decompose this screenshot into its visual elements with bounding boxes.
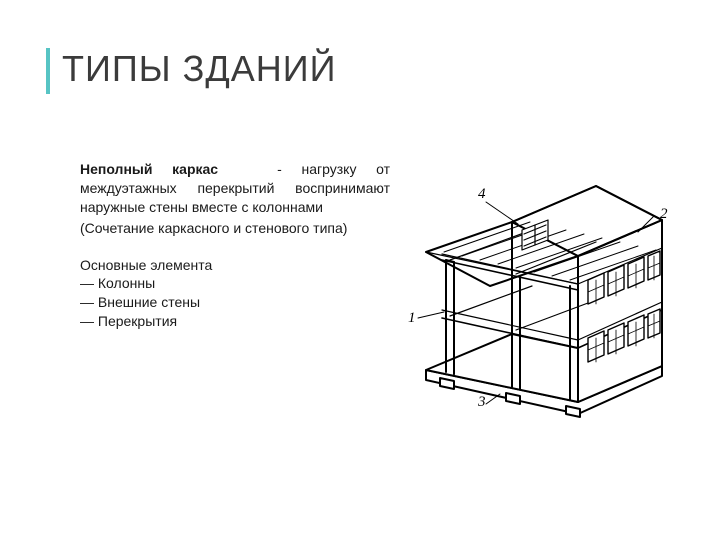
body-text: Неполный каркас - нагрузку от междуэтажн… bbox=[80, 160, 390, 331]
diagram-label: 4 bbox=[478, 186, 486, 202]
slide: ТИПЫ ЗДАНИЙ Неполный каркас - нагрузку о… bbox=[0, 0, 720, 540]
element-item: — Колонны bbox=[80, 274, 390, 293]
building-diagram: 1 2 3 4 bbox=[390, 160, 690, 430]
elements-heading: Основные элемента bbox=[80, 256, 390, 275]
dash: - bbox=[277, 161, 282, 177]
slide-title: ТИПЫ ЗДАНИЙ bbox=[62, 48, 337, 90]
definition-note: (Сочетание каркасного и стенового типа) bbox=[80, 219, 390, 238]
definition-line: Неполный каркас - нагрузку от междуэтажн… bbox=[80, 160, 390, 217]
diagram-label: 3 bbox=[477, 394, 486, 410]
title-accent-bar bbox=[46, 48, 50, 94]
diagram-label: 2 bbox=[660, 206, 668, 222]
element-item: — Перекрытия bbox=[80, 312, 390, 331]
element-item: — Внешние стены bbox=[80, 293, 390, 312]
diagram-label: 1 bbox=[408, 310, 416, 326]
term: Неполный каркас bbox=[80, 161, 218, 177]
